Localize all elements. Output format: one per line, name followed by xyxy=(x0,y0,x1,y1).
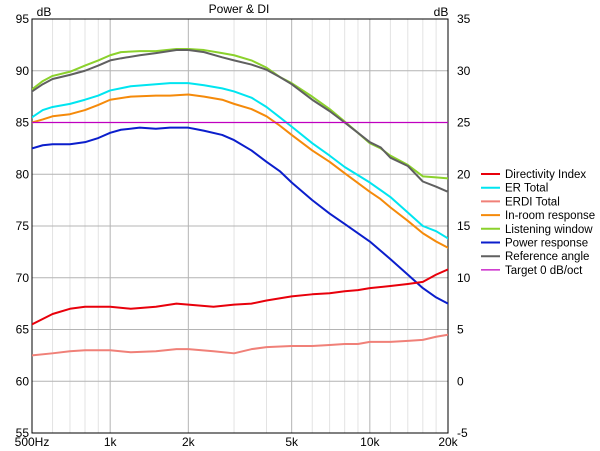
plot-frame xyxy=(31,18,449,434)
legend-label-erdi-total: ERDI Total xyxy=(505,196,560,208)
y-tick-label-right: 35 xyxy=(457,12,471,26)
x-tick-label: 10k xyxy=(360,435,380,449)
legend-label-listening-window: Listening window xyxy=(505,224,593,236)
x-tick-label: 2k xyxy=(182,435,196,449)
series-line-reference-angle xyxy=(32,49,448,193)
y-tick-label-left: 70 xyxy=(16,271,30,285)
y-tick-label-left: 95 xyxy=(16,12,30,26)
x-tick-label: 5k xyxy=(285,435,299,449)
y-tick-label-right: 30 xyxy=(457,64,471,78)
y-tick-label-right: -5 xyxy=(457,426,468,440)
left-axis-unit: dB xyxy=(37,5,52,19)
y-tick-label-right: 20 xyxy=(457,167,471,181)
y-tick-label-left: 90 xyxy=(16,64,30,78)
legend-label-in-room-response: In-room response xyxy=(505,210,595,222)
y-tick-label-right: 15 xyxy=(457,219,471,233)
y-tick-label-right: 10 xyxy=(457,271,471,285)
x-tick-label: 500Hz xyxy=(15,435,50,449)
series-line-in-room-response xyxy=(32,93,448,249)
series-line-power-response xyxy=(32,126,448,305)
y-tick-label-right: 25 xyxy=(457,116,471,130)
y-tick-label-left: 80 xyxy=(16,167,30,181)
legend-label-directivity-index: Directivity Index xyxy=(505,169,586,181)
legend-label-power-response: Power response xyxy=(505,238,588,250)
y-tick-label-left: 85 xyxy=(16,116,30,130)
chart-title: Power & DI xyxy=(209,2,270,16)
legend-label-target-0-db-oct: Target 0 dB/oct xyxy=(505,265,583,277)
legend-label-er-total: ER Total xyxy=(505,183,548,195)
series-line-erdi-total xyxy=(32,333,448,357)
y-tick-label-left: 60 xyxy=(16,374,30,388)
axis-tick-labels: 55 60 65 70 75 80 85 90 95 -5 0 5 10 15 20 25 30 35 500Hz 1… xyxy=(15,12,471,449)
y-tick-label-left: 75 xyxy=(16,219,30,233)
grid-lines xyxy=(32,18,448,434)
y-tick-label-right: 5 xyxy=(457,323,464,337)
series-lines xyxy=(32,48,448,357)
y-tick-label-left: 55 xyxy=(16,426,30,440)
y-tick-label-left: 65 xyxy=(16,323,30,337)
legend-label-reference-angle: Reference angle xyxy=(505,251,589,263)
right-axis-unit: dB xyxy=(434,5,449,19)
y-tick-label-right: 0 xyxy=(457,374,464,388)
x-tick-label: 20k xyxy=(438,435,458,449)
series-line-directivity-index xyxy=(32,268,448,326)
series-line-er-total xyxy=(32,82,448,240)
x-tick-label: 1k xyxy=(104,435,118,449)
